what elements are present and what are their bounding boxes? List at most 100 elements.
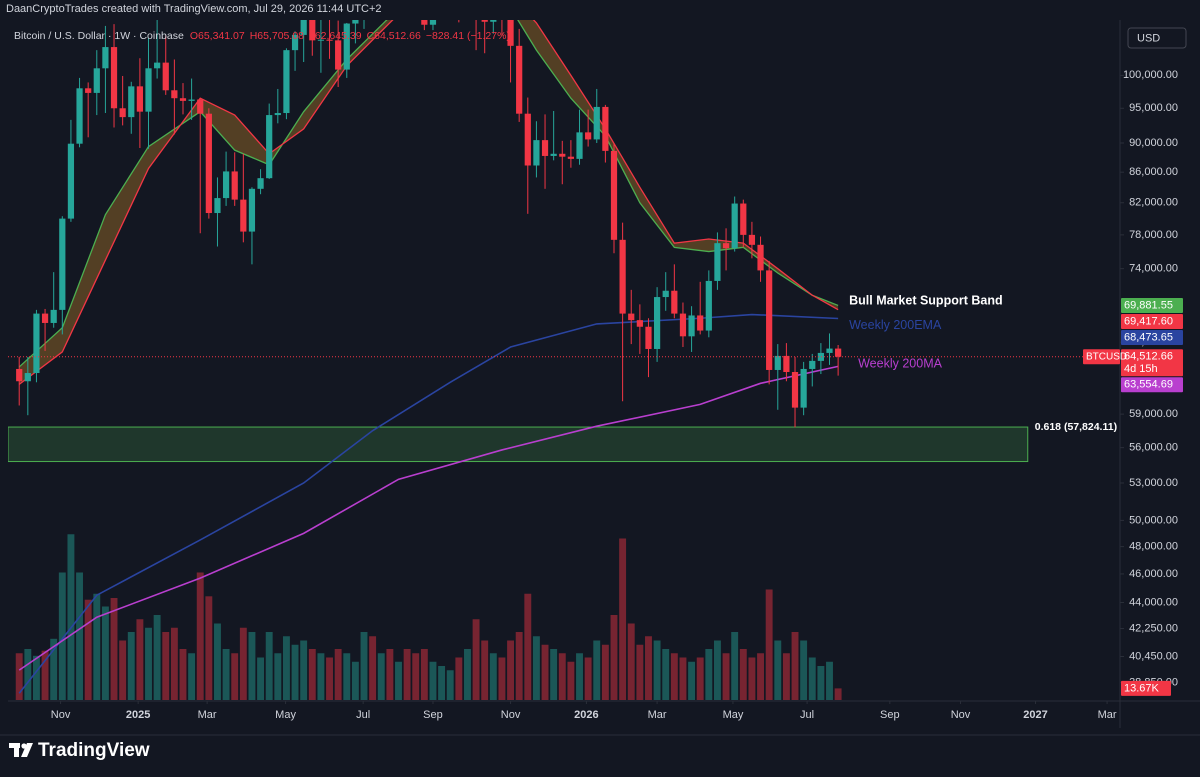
candle-body [154,62,161,69]
candle-body [248,188,256,232]
ohlc-label: L62,645.39 [309,30,362,42]
volume-bar [713,640,721,700]
ohlc-label: H65,705.08 [250,30,304,42]
volume-bar [507,640,515,700]
candle-body [662,290,669,298]
x-tick-label: 2025 [126,709,150,721]
y-tick-label: 86,000.00 [1129,166,1178,178]
x-tick-label: Nov [501,709,521,721]
y-tick-label: 42,250.00 [1129,622,1178,634]
candle-body [671,290,678,314]
fib-zone [8,426,1029,463]
logo-slant [21,743,33,757]
candle-body [731,203,738,249]
volume-bar [619,538,627,700]
volume-bar [722,653,730,700]
candle-body [541,140,549,156]
candle-body [205,113,212,214]
volume-bar [257,657,265,700]
volume-bar [567,661,575,700]
price-axis-label: 64,512.66 [1124,351,1173,363]
volume-bar [179,649,187,700]
y-tick-label: 90,000.00 [1129,137,1178,149]
volume-bar [170,627,178,700]
currency-box[interactable] [1127,27,1187,49]
price-axis-label-bg [1121,313,1183,329]
volume-bar [127,632,135,700]
candle-body [653,297,661,349]
volume-bar [334,649,342,700]
volume-bar [24,649,32,700]
volume-bar [438,666,446,700]
volume-bar [446,670,454,700]
y-tick-label: 95,000.00 [1129,102,1178,114]
candle-body [610,150,618,240]
volume-bar [239,627,247,700]
candle-body [533,140,540,166]
volume-bar [265,632,273,700]
volume-bar [576,653,583,700]
overlay: 100,000.00 95,000.00 90,000.00 86,000.00 82,… [14,30,1183,721]
currency[interactable]: USD [1137,32,1160,44]
candle-body [421,20,428,25]
volume-bar [550,649,558,700]
candle-body [602,106,609,151]
candle-body [102,47,109,69]
candle-body [714,243,721,281]
candle-body [722,243,730,249]
volume-bar [351,661,359,700]
y-tick-label: 48,000.00 [1129,541,1178,553]
volume-bar [84,599,92,700]
candle-body [835,348,842,357]
volume-bar [162,632,170,700]
volume-bar [119,640,127,700]
candle-body [119,108,126,118]
volume-bar [110,598,118,700]
ema-annotation: Weekly 200EMA [849,318,942,332]
x-tick-label: May [723,709,744,721]
candle-body [774,355,781,370]
volume-bar [360,632,368,700]
volume-bar [136,619,144,700]
volume-bar [627,623,635,700]
candle-body [550,153,557,156]
volume-label-bg [1121,680,1171,696]
x-tick-label: Mar [1098,709,1117,721]
candle-body [524,113,531,166]
price-axis-label-bg [1121,329,1183,345]
x-tick-label: May [275,709,296,721]
brand: TradingView [38,740,150,761]
volume-bar [748,657,756,700]
price-axis-label: 63,554.69 [1124,379,1173,391]
symbol-tag-bg [1083,349,1120,365]
volume-bar [386,649,394,700]
x-tick-label: Sep [880,709,900,721]
candle-body [76,88,83,144]
volume-bar [817,666,825,700]
candle-body [705,280,712,331]
volume-bar [15,653,23,700]
candle-body [352,20,359,24]
volume-bar [670,653,678,700]
candle-body [826,348,833,353]
price-axis-label: 69,417.60 [1124,315,1173,327]
y-tick-label: 50,000.00 [1129,514,1178,526]
band-fill [19,20,839,385]
countdown: 4d 15h [1124,363,1158,375]
brand-logo [9,743,33,757]
candle-body [41,313,49,323]
candle-body [748,234,756,245]
candle-body [343,23,350,70]
candle-body [33,313,40,374]
volume-bar [403,649,411,700]
volume-bar [524,593,532,700]
candle-body [628,313,635,321]
volume-bar [300,640,308,700]
candle-body [240,199,247,232]
candle-body [136,86,143,112]
candle-body [766,270,773,370]
volume-bar [67,534,75,700]
candle-body [257,178,264,189]
candle-body [300,20,307,35]
candle-body [817,352,824,361]
